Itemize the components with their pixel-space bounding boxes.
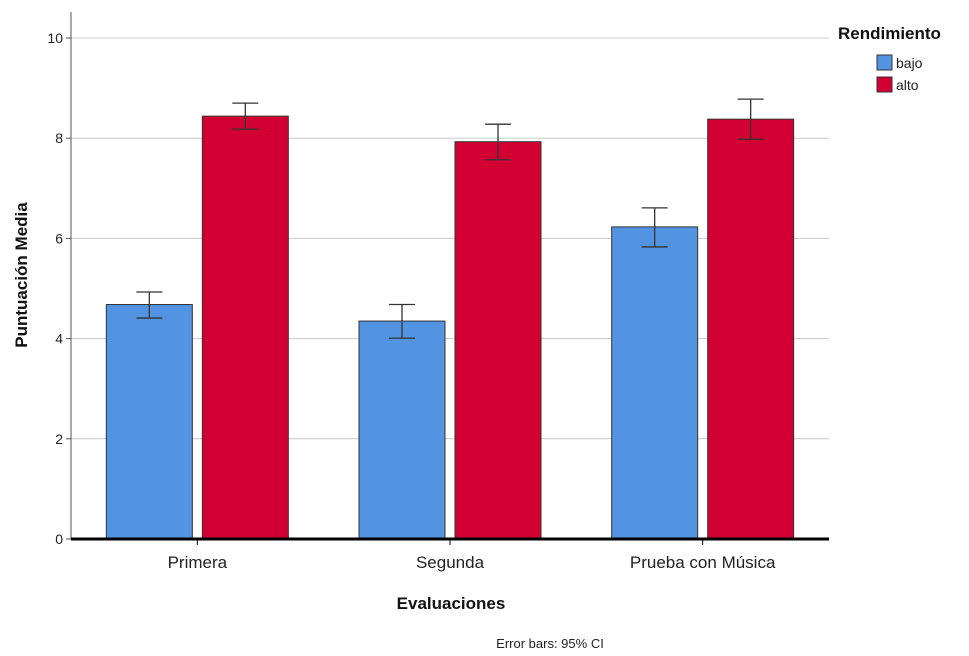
bar-bajo-2 (611, 226, 699, 540)
error-bar-bajo-1 (389, 303, 415, 339)
bar-bajo-1 (358, 320, 446, 540)
y-tick-label: 0 (55, 531, 63, 547)
error-bar-bajo-2 (641, 207, 668, 248)
y-tick-labels: 0 2 4 6 8 10 (47, 30, 71, 547)
y-axis-title: Puntuación Media (12, 202, 31, 348)
x-tick-label: Segunda (416, 553, 485, 572)
legend-item-bajo: bajo (876, 54, 923, 71)
y-tick-label: 2 (55, 431, 63, 447)
legend-items: bajo alto (876, 54, 923, 93)
bar-alto-0 (201, 115, 289, 540)
bar-alto-1 (454, 141, 542, 540)
bar-alto-2 (707, 118, 795, 540)
y-tick-label: 10 (47, 30, 63, 46)
legend-title: Rendimiento (838, 24, 941, 43)
bar-bajo-0 (105, 304, 193, 540)
error-bar-alto-2 (737, 98, 764, 140)
x-tick-labels: Primera Segunda Prueba con Música (168, 539, 776, 572)
legend-swatch (876, 76, 893, 93)
bars (105, 115, 795, 540)
legend-label: bajo (896, 55, 923, 71)
legend: Rendimiento bajo alto (838, 24, 941, 93)
x-axis-title: Evaluaciones (397, 594, 506, 613)
error-bar-alto-0 (232, 102, 259, 130)
legend-label: alto (896, 77, 919, 93)
error-bars-note: Error bars: 95% CI (496, 636, 604, 651)
y-tick-label: 4 (55, 331, 63, 347)
legend-item-alto: alto (876, 76, 919, 93)
gridlines (71, 37, 829, 440)
legend-swatch (876, 54, 893, 71)
y-tick-label: 6 (55, 230, 63, 246)
error-bar-bajo-0 (136, 291, 163, 319)
x-tick-label: Primera (168, 553, 228, 572)
error-bar-alto-1 (485, 123, 511, 161)
x-tick-label: Prueba con Música (630, 553, 776, 572)
error-bars (136, 98, 764, 339)
y-tick-label: 8 (55, 130, 63, 146)
